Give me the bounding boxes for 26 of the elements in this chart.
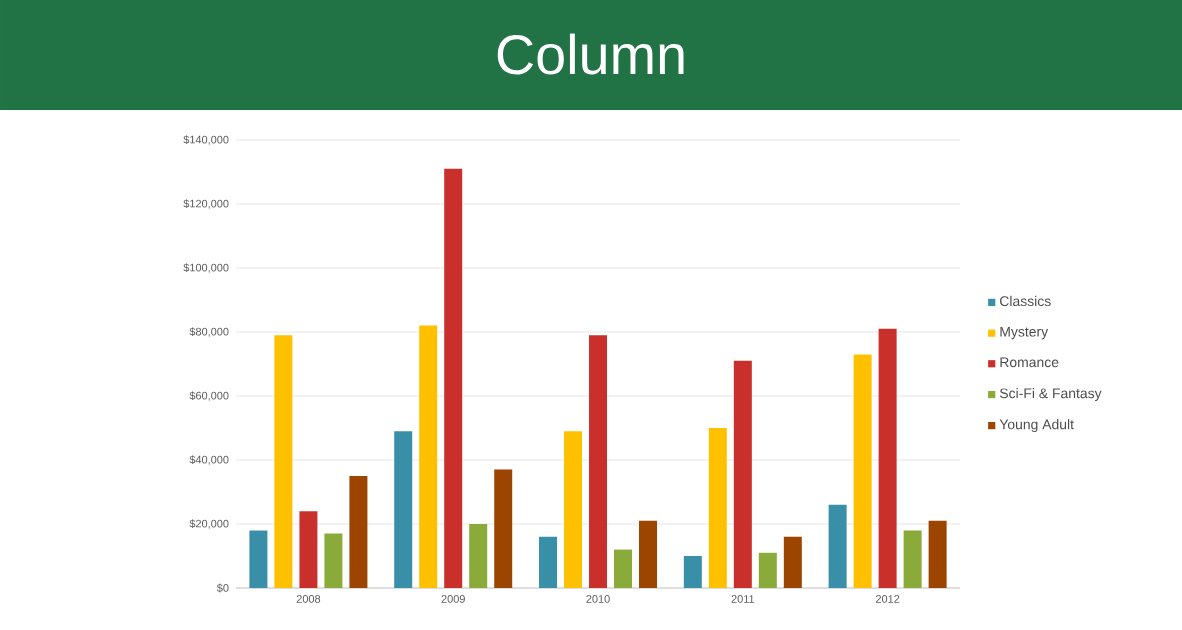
bar — [274, 335, 293, 588]
bar — [708, 428, 727, 588]
bar — [828, 504, 847, 588]
bar — [733, 360, 752, 588]
bar — [494, 469, 513, 588]
bar — [758, 552, 777, 588]
bar — [444, 168, 463, 588]
bar — [783, 536, 802, 588]
bar — [539, 536, 558, 588]
bar — [903, 530, 922, 588]
bar — [928, 520, 947, 588]
bar — [639, 520, 658, 588]
bar — [419, 325, 438, 588]
bar — [249, 530, 268, 588]
bar — [853, 354, 872, 588]
bar — [394, 431, 413, 588]
bar — [469, 524, 488, 588]
bar — [589, 335, 608, 588]
bar — [614, 549, 633, 588]
bar — [349, 476, 368, 588]
bar — [324, 533, 343, 588]
bar — [564, 431, 583, 588]
bar — [683, 556, 702, 588]
chart-title: Column — [497, 33, 684, 75]
bar — [878, 328, 897, 588]
bar — [299, 511, 318, 588]
